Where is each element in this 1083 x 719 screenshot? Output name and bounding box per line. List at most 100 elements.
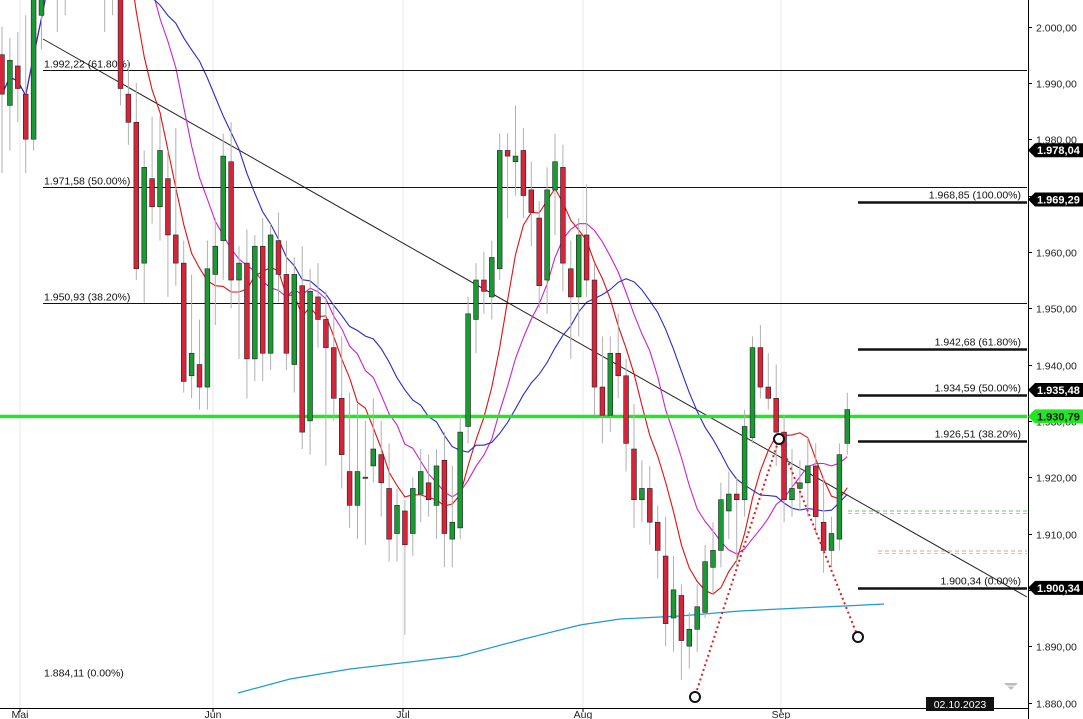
- candle-bear[interactable]: [647, 488, 653, 523]
- candle-bear[interactable]: [654, 521, 661, 551]
- candle-bear[interactable]: [386, 488, 392, 540]
- candle-bear[interactable]: [615, 352, 621, 377]
- candle-bull[interactable]: [417, 471, 424, 495]
- candle-bear[interactable]: [228, 161, 234, 281]
- candle-bull[interactable]: [639, 488, 645, 501]
- candle-bull[interactable]: [844, 409, 851, 444]
- candle-bull[interactable]: [354, 471, 361, 506]
- candle-bull[interactable]: [805, 465, 811, 484]
- candle-bear[interactable]: [244, 262, 250, 360]
- candle-bear[interactable]: [599, 386, 606, 416]
- candle-bear[interactable]: [125, 93, 132, 123]
- candle-bear[interactable]: [323, 319, 329, 348]
- candle-bear[interactable]: [117, 0, 124, 89]
- candle-bear[interactable]: [338, 398, 345, 455]
- candle-bull[interactable]: [410, 488, 416, 534]
- candle-bull[interactable]: [394, 505, 400, 534]
- candle-bear[interactable]: [583, 234, 590, 281]
- candle-bull[interactable]: [797, 482, 803, 489]
- candle-bear[interactable]: [283, 274, 290, 354]
- candle-bull[interactable]: [7, 60, 13, 106]
- candle-bull[interactable]: [607, 352, 614, 416]
- candle-bull[interactable]: [204, 268, 211, 388]
- candle-bull[interactable]: [473, 279, 479, 320]
- candle-bull[interactable]: [220, 155, 226, 241]
- candle-bull[interactable]: [710, 550, 716, 568]
- candle-bear[interactable]: [757, 347, 764, 388]
- candle-bear[interactable]: [441, 459, 448, 534]
- candle-bear[interactable]: [15, 65, 21, 89]
- candle-bear[interactable]: [623, 375, 629, 444]
- candle-bull[interactable]: [252, 245, 258, 360]
- candle-bear[interactable]: [733, 493, 740, 501]
- candle-bull[interactable]: [370, 448, 376, 467]
- candle-bull[interactable]: [267, 234, 274, 354]
- candle-bull[interactable]: [362, 476, 369, 479]
- candle-bull[interactable]: [575, 234, 582, 298]
- candle-bear[interactable]: [812, 465, 819, 517]
- candle-bear[interactable]: [402, 510, 408, 546]
- candle-bull[interactable]: [741, 426, 748, 501]
- candle-bear[interactable]: [331, 347, 337, 399]
- candle-bear[interactable]: [196, 364, 203, 388]
- candle-bull[interactable]: [670, 589, 677, 619]
- candle-bear[interactable]: [662, 555, 669, 624]
- candle-bull[interactable]: [188, 352, 195, 377]
- candle-bull[interactable]: [512, 155, 519, 163]
- candle-bear[interactable]: [173, 234, 179, 264]
- candle-bear[interactable]: [133, 122, 139, 270]
- candle-bear[interactable]: [275, 240, 282, 275]
- candle-bull[interactable]: [38, 0, 45, 16]
- candles[interactable]: [0, 0, 851, 680]
- candle-bear[interactable]: [181, 262, 187, 382]
- candle-bull[interactable]: [694, 606, 700, 630]
- candle-bear[interactable]: [481, 279, 487, 292]
- candle-bull[interactable]: [702, 561, 708, 613]
- candle-bull[interactable]: [291, 274, 297, 365]
- candle-bull[interactable]: [836, 454, 843, 540]
- candle-bull[interactable]: [544, 189, 550, 281]
- candle-bear[interactable]: [536, 217, 542, 286]
- candle-bull[interactable]: [307, 290, 313, 422]
- candle-bull[interactable]: [496, 150, 503, 270]
- candle-bear[interactable]: [299, 285, 305, 433]
- candle-bull[interactable]: [465, 313, 471, 427]
- candle-bear[interactable]: [765, 386, 772, 399]
- candle-bear[interactable]: [425, 482, 432, 501]
- candle-bull[interactable]: [489, 257, 495, 298]
- candle-bear[interactable]: [591, 279, 598, 388]
- candle-bear[interactable]: [315, 296, 321, 320]
- candle-bear[interactable]: [773, 398, 779, 433]
- candle-bear[interactable]: [560, 167, 566, 264]
- candle-bear[interactable]: [22, 93, 29, 140]
- candle-bear[interactable]: [568, 268, 574, 298]
- candle-bear[interactable]: [820, 521, 827, 551]
- candle-bear[interactable]: [149, 178, 155, 208]
- candle-bull[interactable]: [449, 521, 455, 540]
- candle-bear[interactable]: [678, 595, 685, 641]
- candle-bear[interactable]: [781, 431, 787, 501]
- candle-bull[interactable]: [828, 533, 835, 551]
- candle-bull[interactable]: [433, 465, 440, 506]
- candle-bull[interactable]: [236, 262, 242, 281]
- candle-bear[interactable]: [504, 150, 511, 157]
- candle-bull[interactable]: [726, 493, 732, 512]
- candle-bull[interactable]: [552, 161, 558, 191]
- candle-bull[interactable]: [718, 499, 724, 551]
- candle-bull[interactable]: [212, 245, 218, 275]
- candle-bull[interactable]: [457, 431, 463, 529]
- candle-bull[interactable]: [686, 628, 693, 647]
- candle-bull[interactable]: [749, 347, 756, 439]
- candle-bear[interactable]: [520, 150, 527, 196]
- candle-bear[interactable]: [259, 245, 266, 354]
- candle-bear[interactable]: [528, 189, 535, 213]
- candle-bear[interactable]: [378, 454, 384, 484]
- candle-bear[interactable]: [0, 54, 5, 95]
- candle-bull[interactable]: [30, 0, 37, 140]
- candle-bull[interactable]: [141, 167, 147, 264]
- candle-bear[interactable]: [165, 178, 171, 236]
- candle-bear[interactable]: [346, 471, 353, 506]
- candle-bull[interactable]: [157, 150, 163, 208]
- candle-bear[interactable]: [631, 448, 637, 501]
